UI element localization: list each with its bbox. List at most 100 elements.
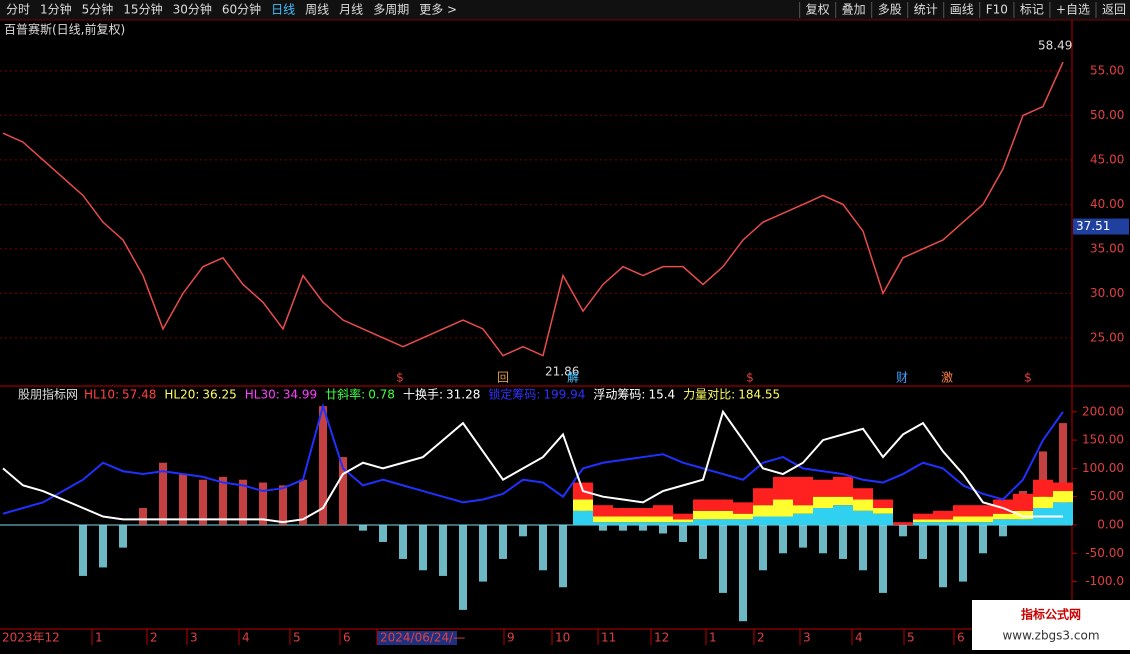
hist-bar xyxy=(919,524,927,559)
current-price: 37.51 xyxy=(1076,219,1110,233)
stack-bar xyxy=(813,479,833,497)
event-marker[interactable]: 财 xyxy=(896,371,908,385)
y-tick-label: 150.00 xyxy=(1082,433,1124,447)
hist-bar xyxy=(759,524,767,571)
stack-bar xyxy=(1053,491,1073,503)
event-marker[interactable]: 回 xyxy=(497,371,509,385)
stack-bar xyxy=(573,510,593,525)
legend-label: 力量对比: xyxy=(683,388,735,402)
stack-bar xyxy=(913,522,933,525)
toolbar-tab[interactable]: 周线 xyxy=(305,3,329,17)
stack-bar xyxy=(773,476,793,500)
toolbar-tab[interactable]: 60分钟 xyxy=(222,2,261,17)
hist-bar xyxy=(219,476,227,525)
toolbar-button[interactable]: +自选 xyxy=(1056,3,1090,17)
stack-bar xyxy=(653,516,673,523)
legend-label: HL20: xyxy=(164,388,199,402)
hist-bar xyxy=(979,524,987,554)
hist-bar xyxy=(879,524,887,593)
x-tick-label: 12 xyxy=(654,631,669,645)
stack-bar xyxy=(693,519,713,525)
event-marker[interactable]: $ xyxy=(746,371,754,385)
hist-bar xyxy=(379,524,387,542)
stack-bar xyxy=(813,508,833,525)
high-label: 58.49 xyxy=(1038,38,1072,52)
legend-value: 15.4 xyxy=(648,388,675,402)
toolbar-button[interactable]: 标记 xyxy=(1020,3,1044,17)
hist-bar xyxy=(359,524,367,531)
y-tick-label: 100.00 xyxy=(1082,461,1124,475)
stack-bar xyxy=(1013,510,1033,520)
y-tick-label: 0.00 xyxy=(1097,517,1124,531)
price-line xyxy=(2,61,1064,357)
toolbar-tab[interactable]: 30分钟 xyxy=(173,2,212,17)
hist-bar xyxy=(539,524,547,571)
toolbar-tab[interactable]: 日线 xyxy=(271,3,295,17)
toolbar-button[interactable]: F10 xyxy=(986,3,1008,17)
toolbar-button[interactable]: 返回 xyxy=(1102,3,1126,17)
hist-bar xyxy=(719,524,727,593)
stack-bar xyxy=(1033,479,1053,497)
stack-bar xyxy=(773,516,793,525)
stack-bar xyxy=(793,505,813,514)
stack-bar xyxy=(853,488,873,500)
event-marker[interactable]: $ xyxy=(396,371,404,385)
hist-bar xyxy=(939,524,947,588)
hist-bar xyxy=(739,524,747,622)
toolbar-tab[interactable]: 分时 xyxy=(6,3,30,17)
hist-bar xyxy=(119,524,127,548)
hist-bar xyxy=(999,524,1007,537)
legend-label: HL30: xyxy=(245,388,280,402)
stack-bar xyxy=(733,502,753,514)
y-tick-label: 40.00 xyxy=(1090,197,1124,211)
stack-bar xyxy=(713,519,733,525)
low-label: 21.86 xyxy=(545,364,579,378)
x-tick-label: 4 xyxy=(242,631,250,645)
stack-bar xyxy=(733,513,753,520)
stack-bar xyxy=(653,522,673,525)
hist-bar xyxy=(499,524,507,559)
stack-bar xyxy=(933,519,953,523)
toolbar-tab[interactable]: 5分钟 xyxy=(82,2,114,17)
stack-bar xyxy=(673,522,693,525)
toolbar-tab[interactable]: 15分钟 xyxy=(123,2,162,17)
toolbar-tab[interactable]: 多周期 xyxy=(373,3,409,17)
legend-value: 34.99 xyxy=(283,388,317,402)
hist-bar xyxy=(159,462,167,525)
toolbar-button[interactable]: 叠加 xyxy=(842,3,866,17)
stack-bar xyxy=(753,516,773,525)
toolbar-tab[interactable]: 月线 xyxy=(339,3,363,17)
x-tick-label: 5 xyxy=(293,631,301,645)
hist-bar xyxy=(99,524,107,568)
x-tick-label: 10 xyxy=(555,631,570,645)
stack-bar xyxy=(973,516,993,523)
x-tick-label: 5 xyxy=(907,631,915,645)
toolbar-button[interactable]: 复权 xyxy=(806,3,830,17)
x-tick-label: 6 xyxy=(957,631,965,645)
toolbar-button[interactable]: 画线 xyxy=(950,3,974,17)
event-marker[interactable]: $ xyxy=(1024,371,1032,385)
x-tick-label: 2 xyxy=(757,631,765,645)
stack-bar xyxy=(693,499,713,511)
stack-bar xyxy=(593,516,613,523)
toolbar-tab[interactable]: 更多 > xyxy=(419,3,457,17)
toolbar-tab[interactable]: 1分钟 xyxy=(40,2,72,17)
legend-value: 199.94 xyxy=(543,388,585,402)
stack-bar xyxy=(1053,482,1073,492)
indicator-line xyxy=(2,409,1063,524)
toolbar-button[interactable]: 多股 xyxy=(878,3,902,17)
stack-bar xyxy=(893,522,913,525)
x-tick-label: 1 xyxy=(709,631,717,645)
event-marker[interactable]: 激 xyxy=(941,371,953,385)
toolbar-button[interactable]: 统计 xyxy=(914,3,938,17)
event-marker[interactable]: 解 xyxy=(567,371,579,385)
stack-bar xyxy=(913,519,933,523)
stack-bar xyxy=(713,510,733,520)
hist-bar xyxy=(279,485,287,525)
stack-bar xyxy=(1033,496,1053,509)
stack-bar xyxy=(593,522,613,525)
hist-bar xyxy=(559,524,567,588)
hist-bar xyxy=(459,524,467,610)
watermark-box xyxy=(972,600,1130,650)
